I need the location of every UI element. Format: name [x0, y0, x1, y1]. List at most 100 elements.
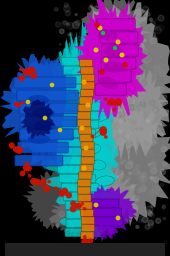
Circle shape [135, 82, 140, 87]
Circle shape [148, 222, 154, 228]
Circle shape [115, 167, 118, 171]
FancyBboxPatch shape [78, 179, 91, 187]
Circle shape [103, 136, 106, 140]
Circle shape [80, 118, 86, 124]
Circle shape [64, 3, 69, 7]
Circle shape [119, 120, 122, 123]
Circle shape [92, 116, 98, 122]
Circle shape [104, 24, 106, 26]
Circle shape [63, 147, 68, 152]
Circle shape [135, 96, 140, 101]
Polygon shape [80, 0, 151, 66]
Circle shape [78, 83, 82, 88]
Polygon shape [61, 101, 119, 215]
Circle shape [56, 126, 62, 133]
Circle shape [101, 215, 104, 218]
Circle shape [113, 56, 116, 59]
Circle shape [154, 27, 161, 34]
Circle shape [146, 65, 148, 67]
Circle shape [87, 214, 92, 219]
Circle shape [134, 197, 136, 199]
Circle shape [131, 113, 134, 116]
Circle shape [149, 165, 153, 169]
Circle shape [120, 200, 123, 204]
Circle shape [16, 147, 22, 153]
Circle shape [89, 89, 94, 94]
Circle shape [150, 162, 156, 168]
Circle shape [137, 45, 141, 49]
Circle shape [144, 119, 148, 123]
Circle shape [79, 92, 85, 99]
Circle shape [129, 66, 133, 71]
FancyBboxPatch shape [79, 172, 92, 179]
Circle shape [116, 23, 122, 29]
Circle shape [114, 155, 118, 159]
Circle shape [89, 38, 95, 44]
Circle shape [89, 140, 92, 143]
Circle shape [105, 148, 110, 153]
Circle shape [116, 176, 118, 177]
Circle shape [140, 127, 143, 131]
Circle shape [152, 107, 158, 113]
Circle shape [135, 70, 142, 77]
Circle shape [69, 146, 71, 148]
Circle shape [116, 202, 119, 205]
Circle shape [139, 219, 142, 222]
Circle shape [127, 74, 130, 77]
Circle shape [70, 206, 76, 212]
Circle shape [110, 204, 114, 209]
Circle shape [118, 130, 122, 134]
Circle shape [150, 176, 155, 180]
Circle shape [129, 132, 132, 134]
Circle shape [112, 133, 120, 141]
Circle shape [105, 73, 112, 79]
Circle shape [124, 26, 129, 31]
Circle shape [140, 170, 143, 173]
Circle shape [59, 211, 65, 217]
Circle shape [116, 216, 120, 220]
Polygon shape [22, 170, 87, 230]
FancyBboxPatch shape [78, 119, 91, 127]
Circle shape [137, 27, 141, 31]
Circle shape [127, 148, 135, 156]
Circle shape [118, 54, 123, 59]
Circle shape [91, 166, 97, 173]
Circle shape [141, 172, 146, 177]
Circle shape [97, 63, 103, 69]
Circle shape [15, 103, 17, 105]
Circle shape [146, 12, 150, 16]
FancyBboxPatch shape [81, 82, 95, 89]
FancyBboxPatch shape [81, 217, 94, 224]
Circle shape [144, 215, 146, 217]
Circle shape [98, 182, 102, 186]
Circle shape [88, 157, 92, 162]
Circle shape [103, 207, 107, 211]
Circle shape [121, 72, 128, 79]
Circle shape [66, 143, 72, 149]
Circle shape [93, 6, 100, 13]
Circle shape [85, 71, 92, 78]
Circle shape [141, 80, 147, 86]
Ellipse shape [60, 78, 90, 94]
Ellipse shape [98, 79, 118, 91]
Circle shape [78, 32, 84, 38]
Circle shape [150, 21, 155, 27]
Circle shape [113, 160, 120, 166]
Ellipse shape [83, 127, 103, 138]
Circle shape [56, 125, 62, 131]
Circle shape [103, 89, 108, 95]
Circle shape [104, 39, 108, 43]
Circle shape [48, 180, 50, 183]
Circle shape [92, 105, 96, 109]
Circle shape [140, 185, 146, 192]
Circle shape [121, 38, 125, 42]
Circle shape [101, 17, 105, 22]
Circle shape [108, 62, 110, 64]
Circle shape [125, 198, 128, 200]
Circle shape [150, 140, 156, 146]
Circle shape [138, 196, 140, 198]
Circle shape [96, 49, 100, 53]
Circle shape [84, 123, 88, 127]
Circle shape [143, 55, 151, 62]
Circle shape [90, 112, 94, 115]
